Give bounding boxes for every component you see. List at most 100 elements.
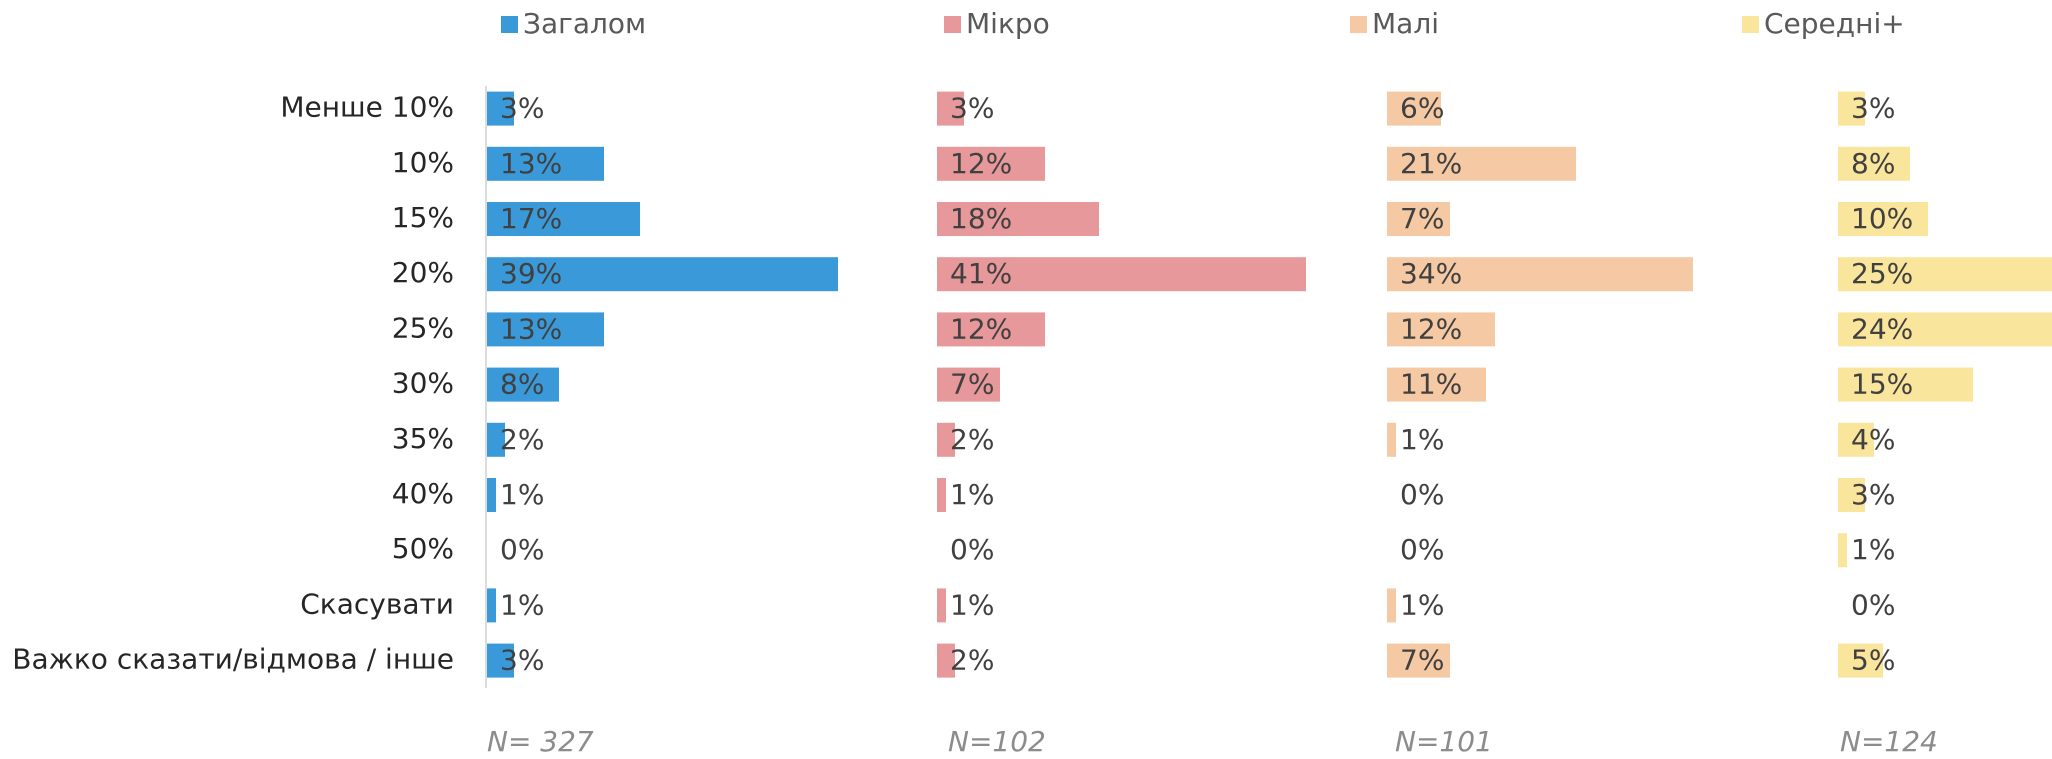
category-label: Важко сказати/відмова / інше bbox=[12, 643, 454, 676]
data-label: 39% bbox=[500, 257, 562, 290]
legend-swatch bbox=[501, 16, 518, 33]
bar bbox=[487, 146, 604, 181]
data-label: 12% bbox=[950, 312, 1012, 345]
data-label: 3% bbox=[950, 92, 994, 125]
data-label: 5% bbox=[1851, 644, 1895, 677]
bar bbox=[1387, 643, 1450, 678]
legend-swatch bbox=[1350, 16, 1367, 33]
bar bbox=[1387, 202, 1450, 236]
data-label: 2% bbox=[950, 423, 994, 456]
bar bbox=[487, 257, 838, 292]
data-label: 34% bbox=[1400, 257, 1462, 290]
data-label: 0% bbox=[950, 533, 994, 566]
data-label: 13% bbox=[500, 312, 562, 345]
data-label: 1% bbox=[950, 478, 994, 511]
bar bbox=[937, 367, 1000, 402]
bar bbox=[1838, 91, 1865, 126]
sample-size: N=101 bbox=[1395, 725, 1493, 758]
data-label: 13% bbox=[500, 147, 562, 180]
data-label: 17% bbox=[500, 202, 562, 235]
data-label: 10% bbox=[1851, 202, 1913, 235]
data-label: 12% bbox=[950, 147, 1012, 180]
legend-label: Мікро bbox=[966, 7, 1050, 40]
category-label: 25% bbox=[392, 311, 454, 344]
data-label: 1% bbox=[1400, 588, 1444, 621]
bar bbox=[1838, 478, 1865, 512]
bar bbox=[1838, 146, 1910, 181]
data-label: 2% bbox=[950, 644, 994, 677]
bar bbox=[937, 312, 1045, 347]
data-label: 1% bbox=[1400, 423, 1444, 456]
data-label: 7% bbox=[950, 368, 994, 401]
data-label: 3% bbox=[500, 92, 544, 125]
sample-size: N=102 bbox=[948, 725, 1046, 758]
data-label: 1% bbox=[950, 588, 994, 621]
legend-label: Малі bbox=[1372, 7, 1439, 40]
bar bbox=[487, 422, 505, 457]
data-label: 0% bbox=[1851, 588, 1895, 621]
category-label: Менше 10% bbox=[280, 91, 454, 124]
bar bbox=[487, 367, 559, 402]
data-label: 4% bbox=[1851, 423, 1895, 456]
bar bbox=[1838, 257, 2052, 292]
legend-label: Загалом bbox=[523, 7, 646, 40]
bar bbox=[1387, 588, 1396, 623]
bar bbox=[1387, 91, 1441, 126]
bar bbox=[937, 588, 946, 623]
data-label: 8% bbox=[500, 368, 544, 401]
bar bbox=[937, 91, 964, 126]
category-label: Скасувати bbox=[300, 587, 454, 620]
bar bbox=[1387, 422, 1396, 457]
bar bbox=[937, 146, 1045, 181]
legend-swatch bbox=[1742, 16, 1759, 33]
data-label: 11% bbox=[1400, 368, 1462, 401]
bar bbox=[1387, 257, 1693, 292]
category-label: 30% bbox=[392, 367, 454, 400]
data-label: 21% bbox=[1400, 147, 1462, 180]
data-label: 41% bbox=[950, 257, 1012, 290]
data-label: 3% bbox=[1851, 92, 1895, 125]
bar bbox=[937, 202, 1099, 236]
data-label: 12% bbox=[1400, 312, 1462, 345]
bar bbox=[487, 643, 514, 678]
data-label: 3% bbox=[1851, 478, 1895, 511]
bar bbox=[1838, 422, 1874, 457]
data-label: 1% bbox=[1851, 533, 1895, 566]
data-label: 15% bbox=[1851, 368, 1913, 401]
data-label: 0% bbox=[500, 533, 544, 566]
bar bbox=[937, 422, 955, 457]
data-label: 6% bbox=[1400, 92, 1444, 125]
data-label: 8% bbox=[1851, 147, 1895, 180]
bar bbox=[937, 643, 955, 678]
data-label: 18% bbox=[950, 202, 1012, 235]
bar bbox=[487, 478, 496, 512]
bar bbox=[937, 478, 946, 512]
bar bbox=[1838, 367, 1973, 402]
category-label: 20% bbox=[392, 256, 454, 289]
category-label: 10% bbox=[392, 146, 454, 179]
category-label: 15% bbox=[392, 201, 454, 234]
data-label: 3% bbox=[500, 644, 544, 677]
bar bbox=[487, 202, 640, 236]
data-label: 7% bbox=[1400, 644, 1444, 677]
data-label: 1% bbox=[500, 588, 544, 621]
data-label: 7% bbox=[1400, 202, 1444, 235]
bar bbox=[487, 588, 496, 623]
legend-label: Середні+ bbox=[1764, 7, 1905, 40]
category-label: 50% bbox=[392, 532, 454, 565]
bar bbox=[1838, 533, 1847, 568]
data-label: 1% bbox=[500, 478, 544, 511]
bar bbox=[1387, 367, 1486, 402]
bar bbox=[1838, 202, 1928, 236]
sample-size: N=124 bbox=[1840, 725, 1938, 758]
sample-size: N= 327 bbox=[487, 725, 594, 758]
data-label: 24% bbox=[1851, 312, 1913, 345]
bar bbox=[487, 91, 514, 126]
bar bbox=[1838, 643, 1883, 678]
data-label: 2% bbox=[500, 423, 544, 456]
data-label: 25% bbox=[1851, 257, 1913, 290]
bar bbox=[487, 312, 604, 347]
bar bbox=[1838, 312, 2052, 347]
data-label: 0% bbox=[1400, 478, 1444, 511]
